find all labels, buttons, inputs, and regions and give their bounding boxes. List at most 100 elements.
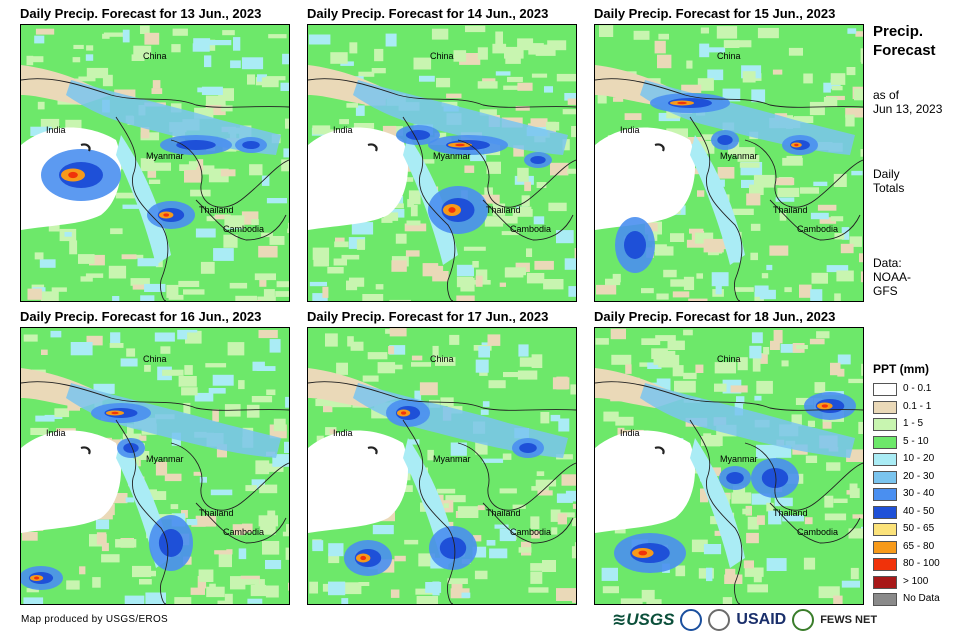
legend-swatch xyxy=(873,505,897,519)
daily-line-1: Daily xyxy=(873,167,900,181)
label-india: India xyxy=(333,428,353,438)
legend-label: > 100 xyxy=(903,575,929,587)
label-thailand: Thailand xyxy=(773,508,808,518)
label-cambodia: Cambodia xyxy=(797,527,838,537)
asof-line-2: Jun 13, 2023 xyxy=(873,102,943,116)
panel-title: Daily Precip. Forecast for 13 Jun., 2023 xyxy=(20,6,262,21)
label-myanmar: Myanmar xyxy=(720,151,758,161)
legend-item: 65 - 80 xyxy=(873,540,963,555)
title-line-1: Precip. xyxy=(873,23,924,40)
legend-swatch xyxy=(873,383,897,396)
legend-label: 20 - 30 xyxy=(903,470,935,482)
label-cambodia: Cambodia xyxy=(797,224,838,234)
as-of-date: as of Jun 13, 2023 xyxy=(873,88,942,116)
forecast-panel-4: Daily Precip. Forecast for 16 Jun., 2023… xyxy=(20,309,290,605)
forecast-panel-6: Daily Precip. Forecast for 18 Jun., 2023… xyxy=(594,309,864,605)
legend-item: No Data xyxy=(873,592,963,607)
label-china: China xyxy=(717,354,741,364)
forecast-panel-3: Daily Precip. Forecast for 15 Jun., 2023… xyxy=(594,6,864,302)
data-source: Data: NOAA- GFS xyxy=(873,256,911,298)
legend-label: 65 - 80 xyxy=(903,540,935,552)
panel-title: Daily Precip. Forecast for 14 Jun., 2023 xyxy=(307,6,549,21)
legend-label: 10 - 20 xyxy=(903,453,935,464)
label-india: India xyxy=(46,428,66,438)
panel-title: Daily Precip. Forecast for 18 Jun., 2023 xyxy=(594,309,836,324)
legend-label: 5 - 10 xyxy=(903,435,929,447)
legend-item: 10 - 20 xyxy=(873,452,963,467)
panel-title: Daily Precip. Forecast for 17 Jun., 2023 xyxy=(307,309,549,324)
label-thailand: Thailand xyxy=(199,205,234,215)
legend-swatch xyxy=(873,593,897,606)
label-cambodia: Cambodia xyxy=(223,527,264,537)
label-china: China xyxy=(143,354,167,364)
panel-title: Daily Precip. Forecast for 15 Jun., 2023 xyxy=(594,6,836,21)
legend-item: 30 - 40 xyxy=(873,487,963,502)
precip-map: China India Myanmar Thailand Cambodia xyxy=(20,24,290,302)
credit-text: Map produced by USGS/EROS xyxy=(21,614,169,625)
daily-line-2: Totals xyxy=(873,181,905,195)
legend-swatch xyxy=(873,488,897,501)
legend-item: 50 - 65 xyxy=(873,522,963,537)
label-china: China xyxy=(717,51,741,61)
legend-label: 40 - 50 xyxy=(903,505,935,517)
data-line-3: GFS xyxy=(873,284,898,298)
legend-label: No Data xyxy=(903,593,940,604)
legend-item: 0.1 - 1 xyxy=(873,400,963,415)
usaid-logo: USAID xyxy=(736,611,787,628)
label-india: India xyxy=(620,428,640,438)
legend-item: 40 - 50 xyxy=(873,505,963,520)
legend-label: 0 - 0.1 xyxy=(903,383,932,394)
daily-totals-note: Daily Totals xyxy=(873,167,904,195)
legend-item: 20 - 30 xyxy=(873,470,963,485)
legend-swatch xyxy=(873,540,897,554)
label-india: India xyxy=(620,125,640,135)
legend-swatch xyxy=(873,435,897,449)
dos-seal-icon xyxy=(708,609,731,631)
legend-swatch xyxy=(873,400,897,414)
label-china: China xyxy=(143,51,167,61)
fews-globe-icon xyxy=(792,609,815,631)
title-line-2: Forecast xyxy=(873,42,936,59)
legend-swatch xyxy=(873,418,897,431)
noaa-logo-icon xyxy=(680,609,703,631)
precip-map: China India Myanmar Thailand Cambodia xyxy=(307,24,577,302)
forecast-panel-1: Daily Precip. Forecast for 13 Jun., 2023… xyxy=(20,6,290,302)
label-myanmar: Myanmar xyxy=(720,454,758,464)
label-myanmar: Myanmar xyxy=(433,151,471,161)
legend-label: 30 - 40 xyxy=(903,488,935,499)
data-line-1: Data: xyxy=(873,256,902,270)
panel-title: Daily Precip. Forecast for 16 Jun., 2023 xyxy=(20,309,262,324)
precip-map: China India Myanmar Thailand Cambodia xyxy=(20,327,290,605)
asof-line-1: as of xyxy=(873,88,900,102)
label-myanmar: Myanmar xyxy=(146,151,184,161)
label-cambodia: Cambodia xyxy=(223,224,264,234)
label-thailand: Thailand xyxy=(773,205,808,215)
label-china: China xyxy=(430,51,454,61)
precip-map: China India Myanmar Thailand Cambodia xyxy=(307,327,577,605)
legend-label: 0.1 - 1 xyxy=(903,400,932,412)
label-china: China xyxy=(430,354,454,364)
precip-map: China India Myanmar Thailand Cambodia xyxy=(594,24,864,302)
label-myanmar: Myanmar xyxy=(146,454,184,464)
legend-item: 80 - 100 xyxy=(873,557,963,572)
legend-item: 5 - 10 xyxy=(873,435,963,450)
legend-title: PPT (mm) xyxy=(873,362,930,376)
label-thailand: Thailand xyxy=(486,205,521,215)
legend-swatch xyxy=(873,558,897,571)
label-india: India xyxy=(333,125,353,135)
legend-label: 1 - 5 xyxy=(903,418,924,429)
legend-swatch xyxy=(873,523,897,536)
logo-strip: ≋USGS USAID FEWS NET xyxy=(612,606,877,634)
forecast-panel-2: Daily Precip. Forecast for 14 Jun., 2023… xyxy=(307,6,577,302)
label-myanmar: Myanmar xyxy=(433,454,471,464)
legend-swatch xyxy=(873,453,897,466)
label-india: India xyxy=(46,125,66,135)
data-line-2: NOAA- xyxy=(873,270,912,284)
legend-item: 1 - 5 xyxy=(873,417,963,432)
legend-item: 0 - 0.1 xyxy=(873,382,963,397)
legend-swatch xyxy=(873,470,897,484)
legend-main-title: Precip. Forecast xyxy=(873,22,936,60)
precip-map: China India Myanmar Thailand Cambodia xyxy=(594,327,864,605)
label-cambodia: Cambodia xyxy=(510,527,551,537)
label-thailand: Thailand xyxy=(486,508,521,518)
